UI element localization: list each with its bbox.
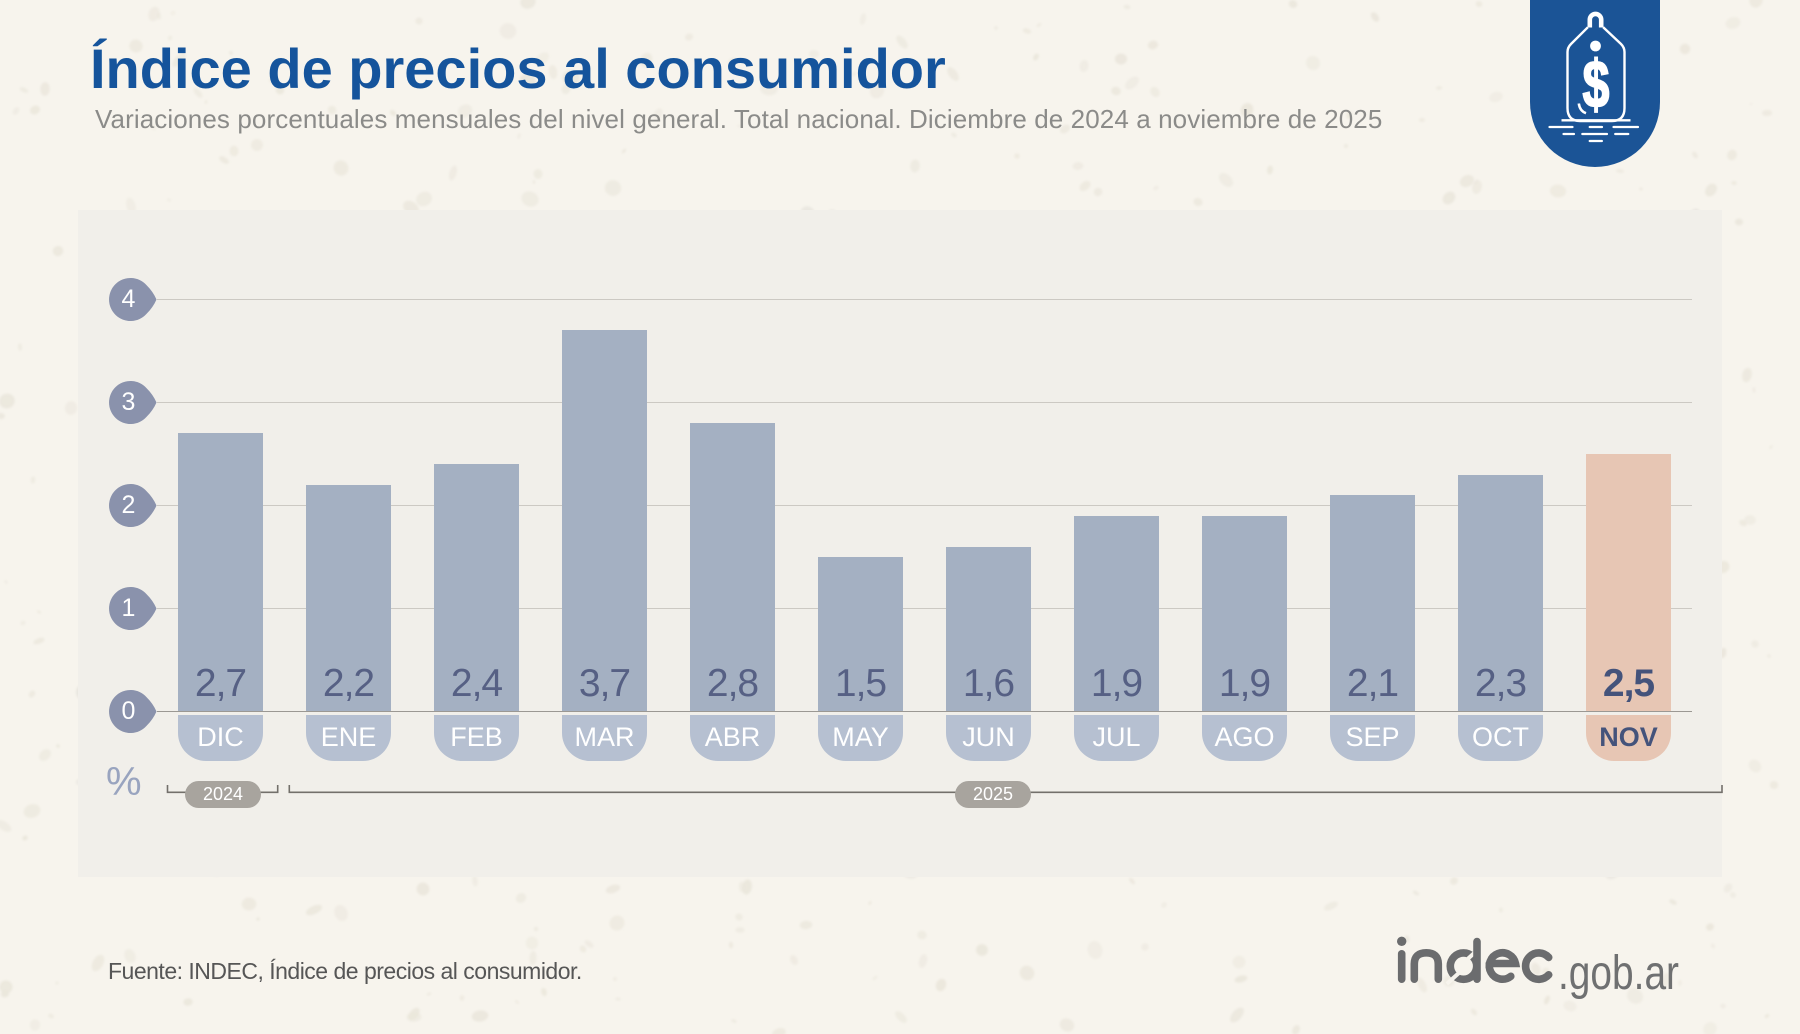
svg-text:.gob.ar: .gob.ar — [1558, 947, 1679, 1000]
svg-text:$: $ — [1583, 48, 1610, 123]
